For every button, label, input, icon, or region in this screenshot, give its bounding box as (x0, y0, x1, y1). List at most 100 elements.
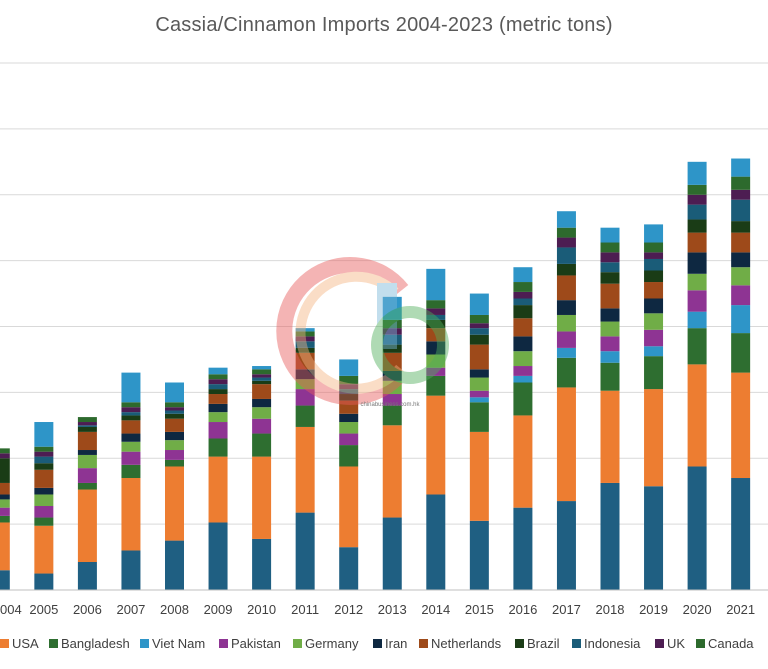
bar-segment (208, 412, 228, 423)
bar-segment (687, 328, 707, 365)
bar-segment (121, 372, 141, 403)
bar-segment (34, 422, 54, 447)
x-tick-label: 2014 (421, 602, 450, 617)
bar-segment (165, 450, 184, 460)
bar-segment (121, 415, 141, 421)
bar-segment (121, 402, 141, 408)
bar-segment (208, 374, 228, 380)
bar-segment (513, 351, 533, 367)
bar-segment (339, 547, 359, 590)
legend-label: Netherlands (431, 636, 502, 651)
bar-segment (513, 382, 533, 416)
bar-segment (339, 445, 359, 467)
bar-segment (295, 379, 315, 390)
bar-segment (295, 331, 315, 337)
bar-segment (513, 267, 533, 283)
bar-segment (77, 454, 97, 469)
bar-segment (165, 382, 184, 403)
bar-segment (165, 410, 184, 414)
chart-title: Cassia/Cinnamon Imports 2004-2023 (metri… (155, 14, 613, 36)
bar-segment (687, 184, 707, 195)
bar-segment (77, 450, 97, 455)
bar-segment (34, 451, 54, 457)
bar-segment (426, 314, 446, 320)
bar-segment (0, 499, 10, 508)
bar-segment (0, 570, 10, 590)
bar-segment (600, 482, 620, 590)
bar-segment (469, 431, 489, 521)
legend-swatch (49, 639, 58, 648)
watermark-logo: chinabusiness.com.hk (276, 257, 449, 408)
bar-segment (600, 390, 620, 483)
bar-segment (34, 487, 54, 495)
bar-segment (208, 438, 228, 457)
bar-segment (426, 328, 446, 342)
bar-segment (339, 389, 359, 395)
bar-segment (556, 501, 576, 590)
bar-segment (600, 227, 620, 243)
bar-segment (469, 314, 489, 324)
x-tick-label: 2017 (552, 602, 581, 617)
bar-segment (469, 323, 489, 329)
bar-segment (513, 336, 533, 352)
bar-segment (513, 366, 533, 376)
bar-segment (165, 459, 184, 467)
bar-segment (513, 375, 533, 383)
bar-segment (556, 237, 576, 248)
legend-label: Canada (708, 636, 754, 651)
bar-segment (208, 522, 228, 590)
legend-label: Bangladesh (61, 636, 130, 651)
bar-segment (77, 417, 97, 423)
bar-segment (77, 422, 97, 426)
legend-label: Germany (305, 636, 359, 651)
bar-segment (121, 412, 141, 416)
bar-segment (513, 415, 533, 508)
x-tick-label: 2009 (204, 602, 233, 617)
bar-segment (0, 453, 10, 459)
bar-segment (121, 433, 141, 442)
bar-segment (252, 407, 272, 419)
bar-segment (731, 199, 751, 222)
bar-segment (252, 433, 272, 457)
legend-swatch (655, 639, 664, 648)
bar-segment (382, 405, 402, 426)
bar-segment (121, 464, 141, 479)
bar-segment (252, 384, 272, 399)
x-tick-label: 2016 (508, 602, 537, 617)
bar-segment (731, 252, 751, 268)
bar-segment (339, 394, 359, 401)
bar-segment (687, 311, 707, 329)
bar-segment (600, 321, 620, 337)
bar-segment (644, 313, 664, 330)
bar-segment (469, 334, 489, 345)
bar-segment (382, 319, 402, 329)
bar-segment (426, 319, 446, 329)
bar-segment (426, 268, 446, 301)
bar-segment (469, 344, 489, 370)
legend-swatch (0, 639, 9, 648)
bar-segment (295, 389, 315, 406)
bar-segment (339, 375, 359, 385)
bar-segment (77, 562, 97, 590)
bar-segment (644, 329, 664, 347)
bar-segment (77, 426, 97, 432)
bar-segment (644, 242, 664, 253)
bar-segment (600, 252, 620, 263)
bar-segment (382, 517, 402, 590)
bar-segment (556, 357, 576, 388)
legend-label: Pakistan (231, 636, 281, 651)
legend-swatch (140, 639, 149, 648)
bar-segment (252, 369, 272, 375)
bar-segment (208, 456, 228, 523)
bar-segment (426, 341, 446, 355)
bar-segment (295, 369, 315, 380)
bar-segment (513, 507, 533, 590)
legend-swatch (293, 639, 302, 648)
bar-segment (0, 458, 10, 483)
bar-segment (382, 328, 402, 335)
bar-segment (339, 400, 359, 414)
bar-segment (121, 407, 141, 413)
bar-segment (208, 367, 228, 375)
legend-swatch (572, 639, 581, 648)
legend-swatch (696, 639, 705, 648)
